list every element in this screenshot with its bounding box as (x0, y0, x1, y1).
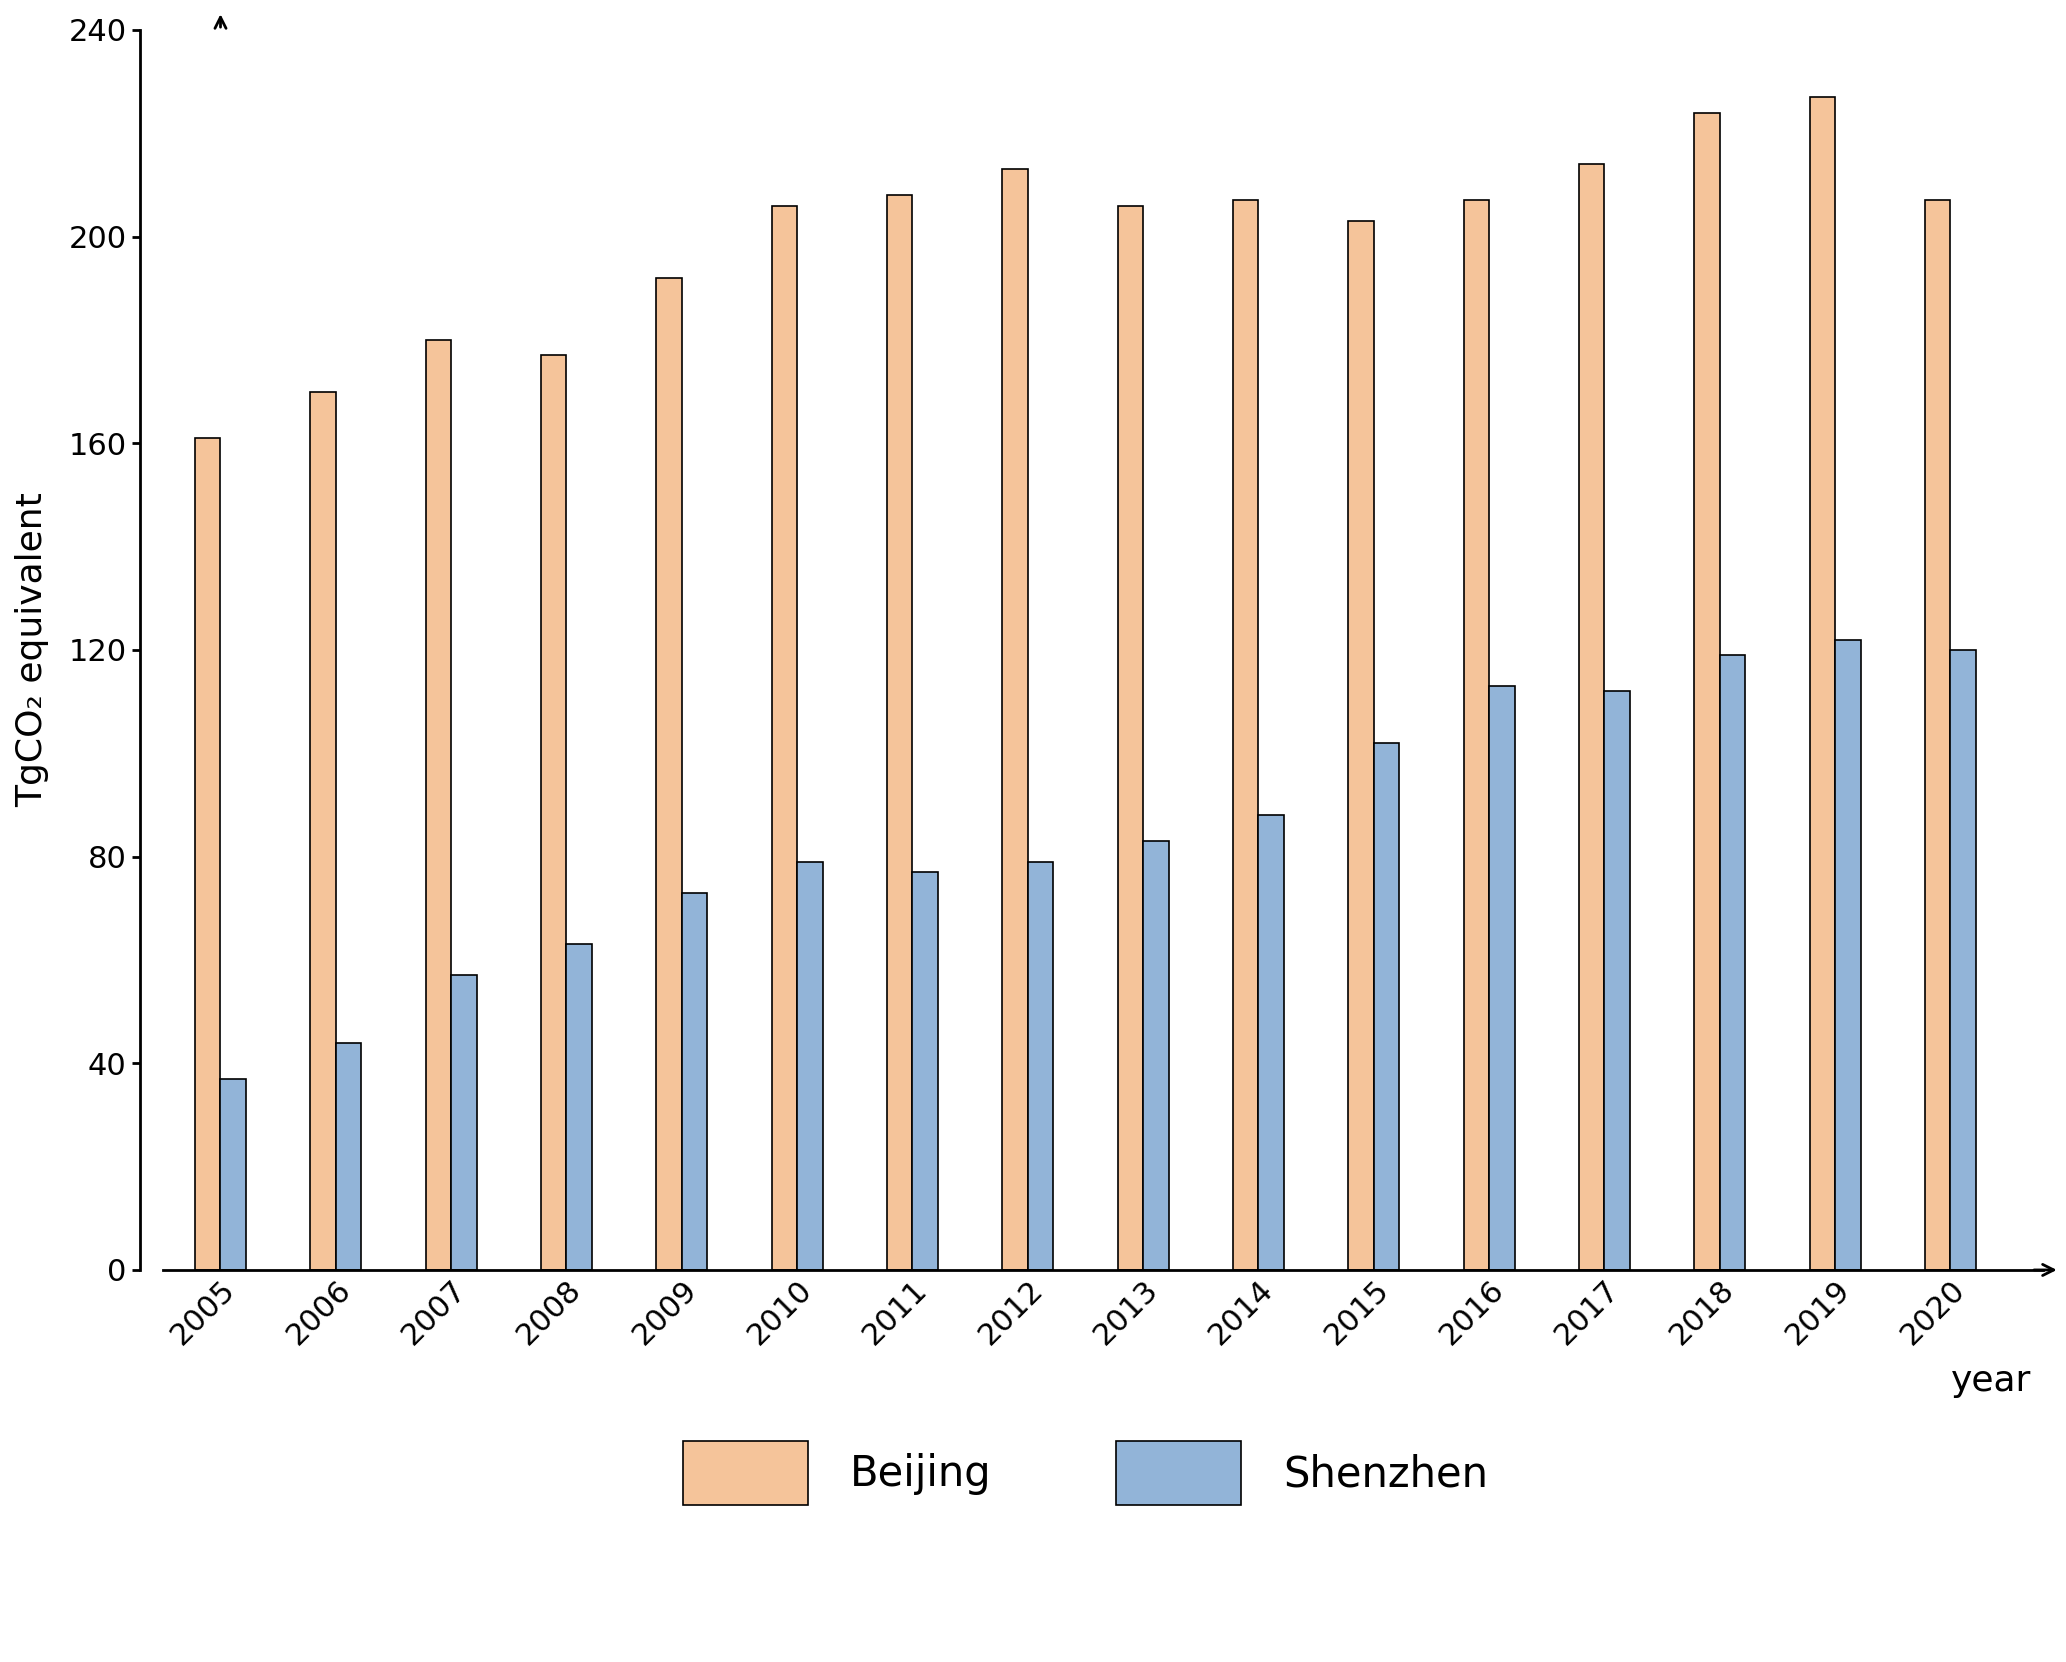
Bar (1578, 165, 1605, 1270)
Bar (1926, 201, 1950, 1270)
Bar (1142, 841, 1169, 1270)
Bar (566, 944, 591, 1270)
Bar (1002, 170, 1027, 1270)
Bar (913, 873, 938, 1270)
Bar (1810, 96, 1835, 1270)
Y-axis label: TgCO₂ equivalent: TgCO₂ equivalent (14, 492, 50, 808)
Bar (541, 356, 566, 1270)
Bar (1258, 816, 1283, 1270)
Bar (797, 863, 822, 1270)
Bar (194, 439, 221, 1270)
X-axis label: year: year (1950, 1365, 2031, 1398)
Bar (1027, 863, 1054, 1270)
Bar (337, 1042, 362, 1270)
Bar (221, 1079, 246, 1270)
Bar (426, 341, 450, 1270)
Bar (886, 196, 913, 1270)
Bar (682, 892, 707, 1270)
Bar (1835, 640, 1861, 1270)
Bar (1490, 686, 1514, 1270)
Bar (657, 278, 682, 1270)
Bar (1118, 206, 1142, 1270)
Bar (1465, 201, 1490, 1270)
Bar (1349, 221, 1374, 1270)
Bar (1694, 113, 1719, 1270)
Bar (450, 976, 477, 1270)
Bar (1950, 650, 1975, 1270)
Bar (1719, 655, 1746, 1270)
Bar (1605, 691, 1630, 1270)
Legend: Beijing, Shenzhen: Beijing, Shenzhen (667, 1424, 1504, 1522)
Bar (1233, 201, 1258, 1270)
Bar (310, 392, 337, 1270)
Bar (1374, 743, 1399, 1270)
Bar (773, 206, 797, 1270)
